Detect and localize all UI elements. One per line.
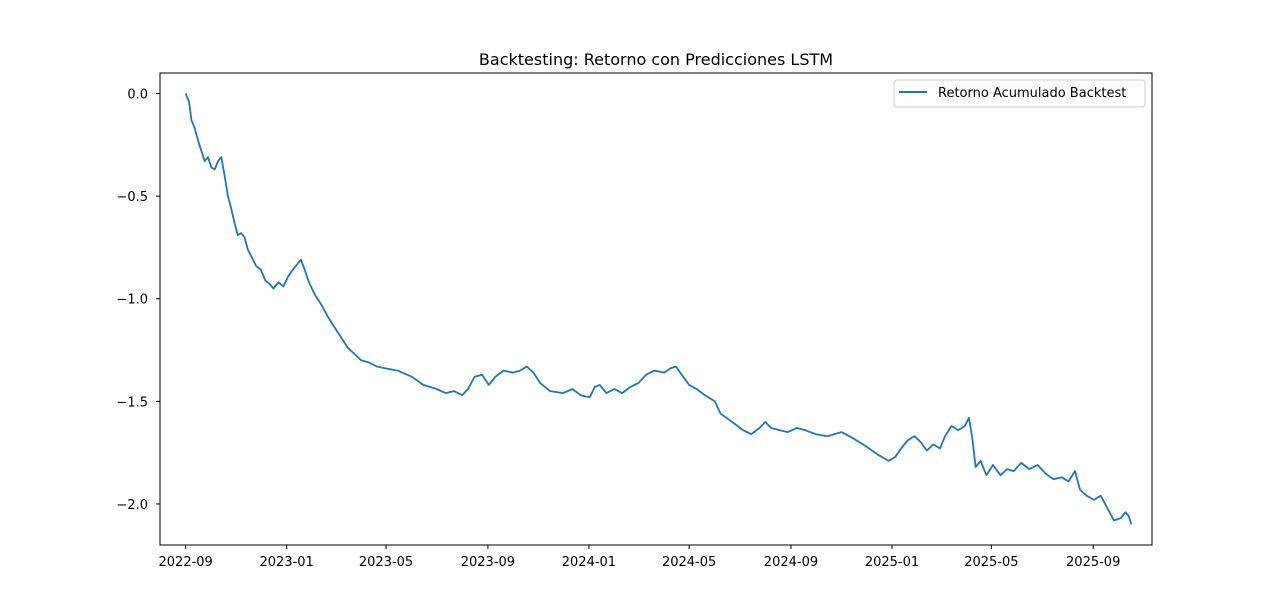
x-tick-label: 2022-09 xyxy=(159,555,213,570)
y-tick-label: 0.0 xyxy=(127,88,148,103)
y-tick-label: −1.5 xyxy=(116,395,148,410)
x-tick-label: 2025-05 xyxy=(964,555,1018,570)
y-tick-label: −2.0 xyxy=(116,498,148,513)
x-tick-label: 2024-09 xyxy=(764,555,818,570)
x-tick-label: 2025-09 xyxy=(1066,555,1120,570)
x-tick-label: 2023-09 xyxy=(461,555,515,570)
series-line-0 xyxy=(184,93,1133,525)
legend-box xyxy=(893,79,1146,108)
x-tick-label: 2024-05 xyxy=(662,555,716,570)
y-axis: 0.0 −0.5 −1.0 −1.5 −2.0 xyxy=(116,88,160,513)
legend: Retorno Acumulado Backtest xyxy=(893,79,1146,108)
x-axis: 2022-09 2023-01 2023-05 2023-09 2024-01 2024-… xyxy=(159,545,1120,570)
axes-frame xyxy=(159,72,1153,546)
chart-title: Backtesting: Retorno con Predicciones LS… xyxy=(479,50,833,69)
x-tick-label: 2024-01 xyxy=(562,555,616,570)
x-tick-label: 2023-01 xyxy=(260,555,314,570)
plot-area xyxy=(184,93,1133,525)
y-tick-label: −1.0 xyxy=(116,293,148,308)
x-tick-label: 2025-01 xyxy=(865,555,919,570)
x-tick-label: 2023-05 xyxy=(359,555,413,570)
legend-label: Retorno Acumulado Backtest xyxy=(938,86,1126,101)
y-tick-label: −0.5 xyxy=(116,190,148,205)
